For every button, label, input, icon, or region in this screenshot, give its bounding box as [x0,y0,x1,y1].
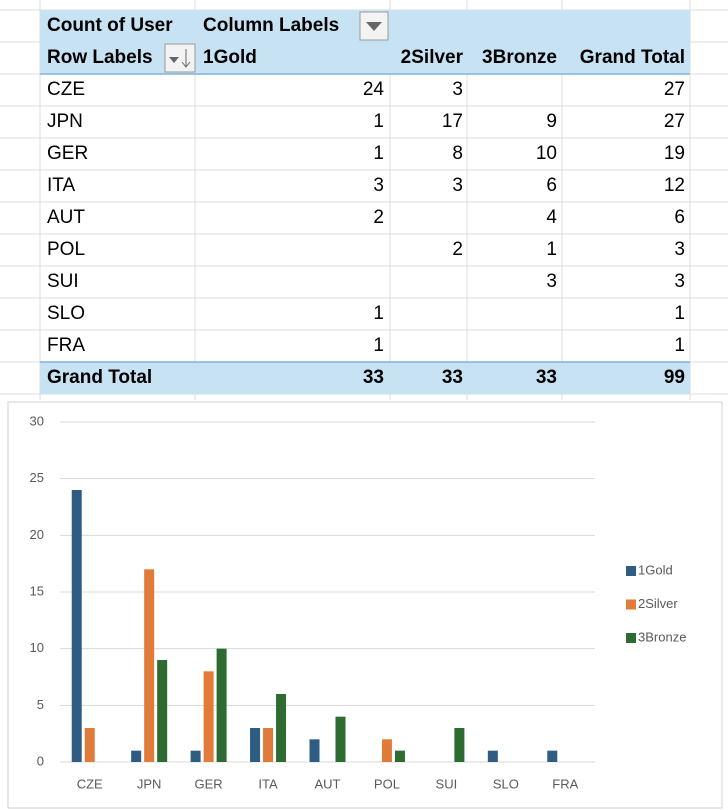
bar [190,750,201,762]
pivot-cell: 4 [546,207,557,228]
x-tick-label: SLO [493,776,519,791]
bar [454,728,465,762]
y-tick-label: 0 [37,753,44,768]
sort-button-box[interactable] [164,43,196,73]
pivot-cell: 24 [363,79,385,100]
bar [203,671,214,762]
bar [487,750,498,762]
pivot-cell: 1 [546,239,557,260]
y-tick-label: 5 [37,697,44,712]
pivot-total-cell: 33 [363,367,384,388]
y-tick-label: 20 [30,527,44,542]
x-tick-label: ITA [258,776,278,791]
pivot-row-label: FRA [47,335,85,356]
pivot-row-label: ITA [47,175,75,196]
bar [547,750,558,762]
bar [276,694,287,762]
x-tick-label: GER [195,776,223,791]
x-tick-label: POL [374,776,400,791]
bar [216,648,227,762]
pivot-cell: 3 [452,175,463,196]
bar [250,728,261,762]
pivot-total-cell: 99 [664,367,685,388]
legend-label: 1Gold [638,562,673,577]
pivot-cell: 1 [674,335,685,356]
bar [381,739,392,762]
pivot-cell: 3 [546,271,557,292]
pivot-row-label: CZE [47,79,85,100]
pivot-cell: 10 [536,143,557,164]
chart-area [7,401,723,809]
pivot-cell: 2 [373,207,384,228]
pivot-cell: 27 [664,79,685,100]
pivot-cell: 3 [674,239,685,260]
sort-button[interactable] [164,43,196,73]
filter-arrow [366,22,382,31]
pivot-total-cell: 33 [536,367,557,388]
chart: 0 5 10 15 20 25 30 CZE JPN GER ITA AUT POL SUI SLO FRA 1… [30,413,687,791]
pivot-column-header: 2Silver [401,47,464,68]
pivot-cell: 3 [452,79,463,100]
legend-label: 3Bronze [638,629,686,644]
bar [309,739,320,762]
pivot-column-header: 1Gold [203,47,257,68]
bar [157,660,168,762]
pivot-cell: 27 [664,111,685,132]
legend-swatch [626,633,636,643]
pivot-cell: 19 [664,143,685,164]
bar [394,750,405,762]
bar [263,728,274,762]
sort-arrow [169,57,179,63]
pivot-cell: 3 [674,271,685,292]
pivot-column-header: Grand Total [580,47,685,68]
x-tick-label: JPN [137,776,162,791]
filter-button[interactable] [359,11,389,41]
bar [144,569,155,762]
pivot-row-label: AUT [47,207,85,228]
x-tick-label: SUI [436,776,458,791]
pivot-cell: 8 [452,143,463,164]
pivot-cell: 1 [373,303,384,324]
bar [131,750,142,762]
x-tick-label: CZE [77,776,103,791]
y-tick-label: 30 [30,413,44,428]
pivot-cell: 17 [442,111,463,132]
x-tick-label: AUT [315,776,341,791]
y-tick-label: 10 [30,640,44,655]
pivot-cell: 1 [674,303,685,324]
pivot-row-label: SUI [47,271,79,292]
pivot-row-label: GER [47,143,88,164]
y-tick-label: 25 [30,470,44,485]
pivot-cell: 6 [674,207,685,228]
pivot-cell: 6 [546,175,557,196]
pivot-cell: 1 [373,111,384,132]
pivot-column-header: Row Labels [47,47,153,68]
x-tick-label: FRA [552,776,578,791]
pivot-table: Count of User Column Labels Row Labels 1Gol… [47,15,685,388]
pivot-row-label: SLO [47,303,85,324]
pivot-cell: 1 [373,335,384,356]
pivot-row-label: JPN [47,111,83,132]
legend-swatch [626,599,636,610]
pivot-row-label: POL [47,239,85,260]
y-tick-label: 15 [30,583,44,598]
bar [335,716,346,762]
pivot-cell: 2 [452,239,463,260]
pivot-cell: 1 [373,143,384,164]
pivot-column-label: Column Labels [203,15,339,36]
bar [71,490,82,762]
pivot-cell: 9 [546,111,557,132]
bar [84,728,95,762]
pivot-total-label: Grand Total [47,367,152,388]
pivot-total-cell: 33 [442,367,463,388]
pivot-column-header: 3Bronze [482,47,557,68]
pivot-cell: 3 [373,175,384,196]
pivot-value-label: Count of User [47,15,173,36]
legend-swatch [626,566,636,576]
legend-label: 2Silver [638,596,678,611]
pivot-total-bg [40,362,690,394]
sort-arrow-down [181,49,191,68]
pivot-cell: 12 [664,175,685,196]
